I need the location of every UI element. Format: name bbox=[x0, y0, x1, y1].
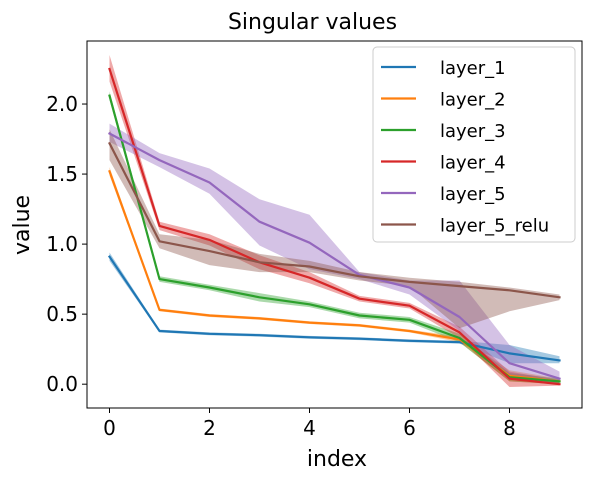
legend-box bbox=[372, 46, 576, 243]
y-tick-label: 1.5 bbox=[46, 162, 78, 186]
y-tick-label: 2.0 bbox=[46, 92, 78, 116]
x-tick-label: 2 bbox=[203, 416, 216, 440]
y-tick-label: 1.0 bbox=[46, 232, 78, 256]
plot-frame bbox=[86, 40, 583, 409]
legend-label-layer_1: layer_1 bbox=[440, 58, 506, 79]
y-tick-label: 0.5 bbox=[46, 302, 78, 326]
band-layer_5_relu bbox=[109, 129, 560, 329]
y-axis-label: value bbox=[10, 195, 35, 255]
legend-label-layer_3: layer_3 bbox=[440, 121, 506, 142]
series-lines bbox=[107, 67, 561, 386]
series-line-layer_4 bbox=[108, 67, 561, 386]
x-tick-label: 8 bbox=[503, 416, 516, 440]
series-line-layer_5 bbox=[108, 132, 561, 380]
axis-ticks: 0 2 4 6 8 0.0 0.5 1.0 1.5 2.0 bbox=[46, 92, 516, 440]
y-tick-label: 0.0 bbox=[46, 372, 78, 396]
band-layer_1 bbox=[109, 252, 560, 364]
x-tick-label: 6 bbox=[403, 416, 416, 440]
chart-title: Singular values bbox=[228, 10, 397, 35]
band-layer_5 bbox=[109, 123, 560, 385]
legend: layer_1 layer_2 layer_3 layer_4 layer_5layer… bbox=[372, 46, 576, 243]
legend-label-layer_4: layer_4 bbox=[440, 153, 506, 174]
confidence-bands bbox=[109, 55, 560, 387]
x-axis-label: index bbox=[307, 447, 367, 472]
x-tick-label: 0 bbox=[103, 416, 116, 440]
series-line-layer_3 bbox=[108, 94, 561, 383]
legend-label-layer_5_relu: layer_5_relu bbox=[440, 216, 549, 237]
series-line-layer_1 bbox=[107, 255, 561, 362]
series-line-layer_5_relu bbox=[108, 141, 561, 299]
legend-label-layer_5: layer_5 bbox=[440, 184, 506, 205]
x-tick-label: 4 bbox=[303, 416, 316, 440]
legend-label-layer_2: layer_2 bbox=[440, 90, 506, 111]
